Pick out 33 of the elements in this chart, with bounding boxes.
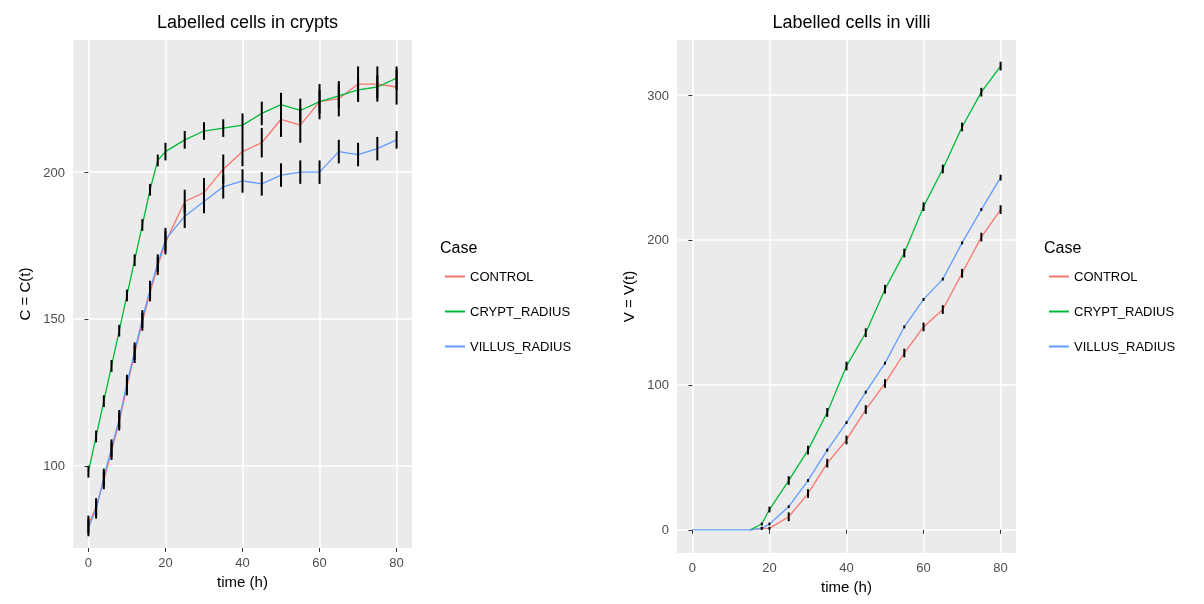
x-tick-label: 0 bbox=[688, 560, 697, 575]
x-tick-label: 80 bbox=[993, 560, 1008, 575]
legend-label: CRYPT_RADIUS bbox=[1074, 304, 1175, 319]
x-tick-label: 80 bbox=[389, 555, 404, 570]
legend-title: Case bbox=[1044, 238, 1082, 256]
x-tick-label: 20 bbox=[762, 560, 777, 575]
legend-label: VILLUS_RADIUS bbox=[470, 339, 572, 354]
x-tick-label: 40 bbox=[235, 555, 250, 570]
legend-title: Case bbox=[440, 238, 478, 256]
y-tick-label: 300 bbox=[647, 87, 669, 103]
x-axis-title: time (h) bbox=[821, 577, 872, 595]
y-tick-label: 200 bbox=[43, 164, 65, 180]
line-series bbox=[691, 177, 1002, 531]
x-tick-label: 0 bbox=[84, 555, 93, 570]
y-tick-label: 0 bbox=[661, 522, 669, 538]
y-tick-label: 100 bbox=[43, 458, 65, 474]
legend-label: CONTROL bbox=[1074, 269, 1138, 284]
y-tick-label: 150 bbox=[43, 311, 65, 327]
x-tick-label: 40 bbox=[839, 560, 854, 575]
x-tick-label: 20 bbox=[158, 555, 173, 570]
x-tick-label: 60 bbox=[312, 555, 327, 570]
chart-title: Labelled cells in crypts bbox=[156, 12, 339, 32]
x-tick-label: 60 bbox=[916, 560, 931, 575]
legend-label: VILLUS_RADIUS bbox=[1074, 339, 1176, 354]
chart-title: Labelled cells in villi bbox=[772, 12, 931, 32]
line-series bbox=[749, 65, 1002, 531]
x-axis-title: time (h) bbox=[217, 572, 268, 590]
y-axis-title: V = V(t) bbox=[620, 270, 638, 323]
legend-label: CRYPT_RADIUS bbox=[470, 304, 571, 319]
legend-label: CONTROL bbox=[470, 269, 534, 284]
y-axis-title: C = C(t) bbox=[16, 267, 34, 321]
y-tick-label: 100 bbox=[647, 377, 669, 393]
y-tick-label: 200 bbox=[647, 232, 669, 248]
